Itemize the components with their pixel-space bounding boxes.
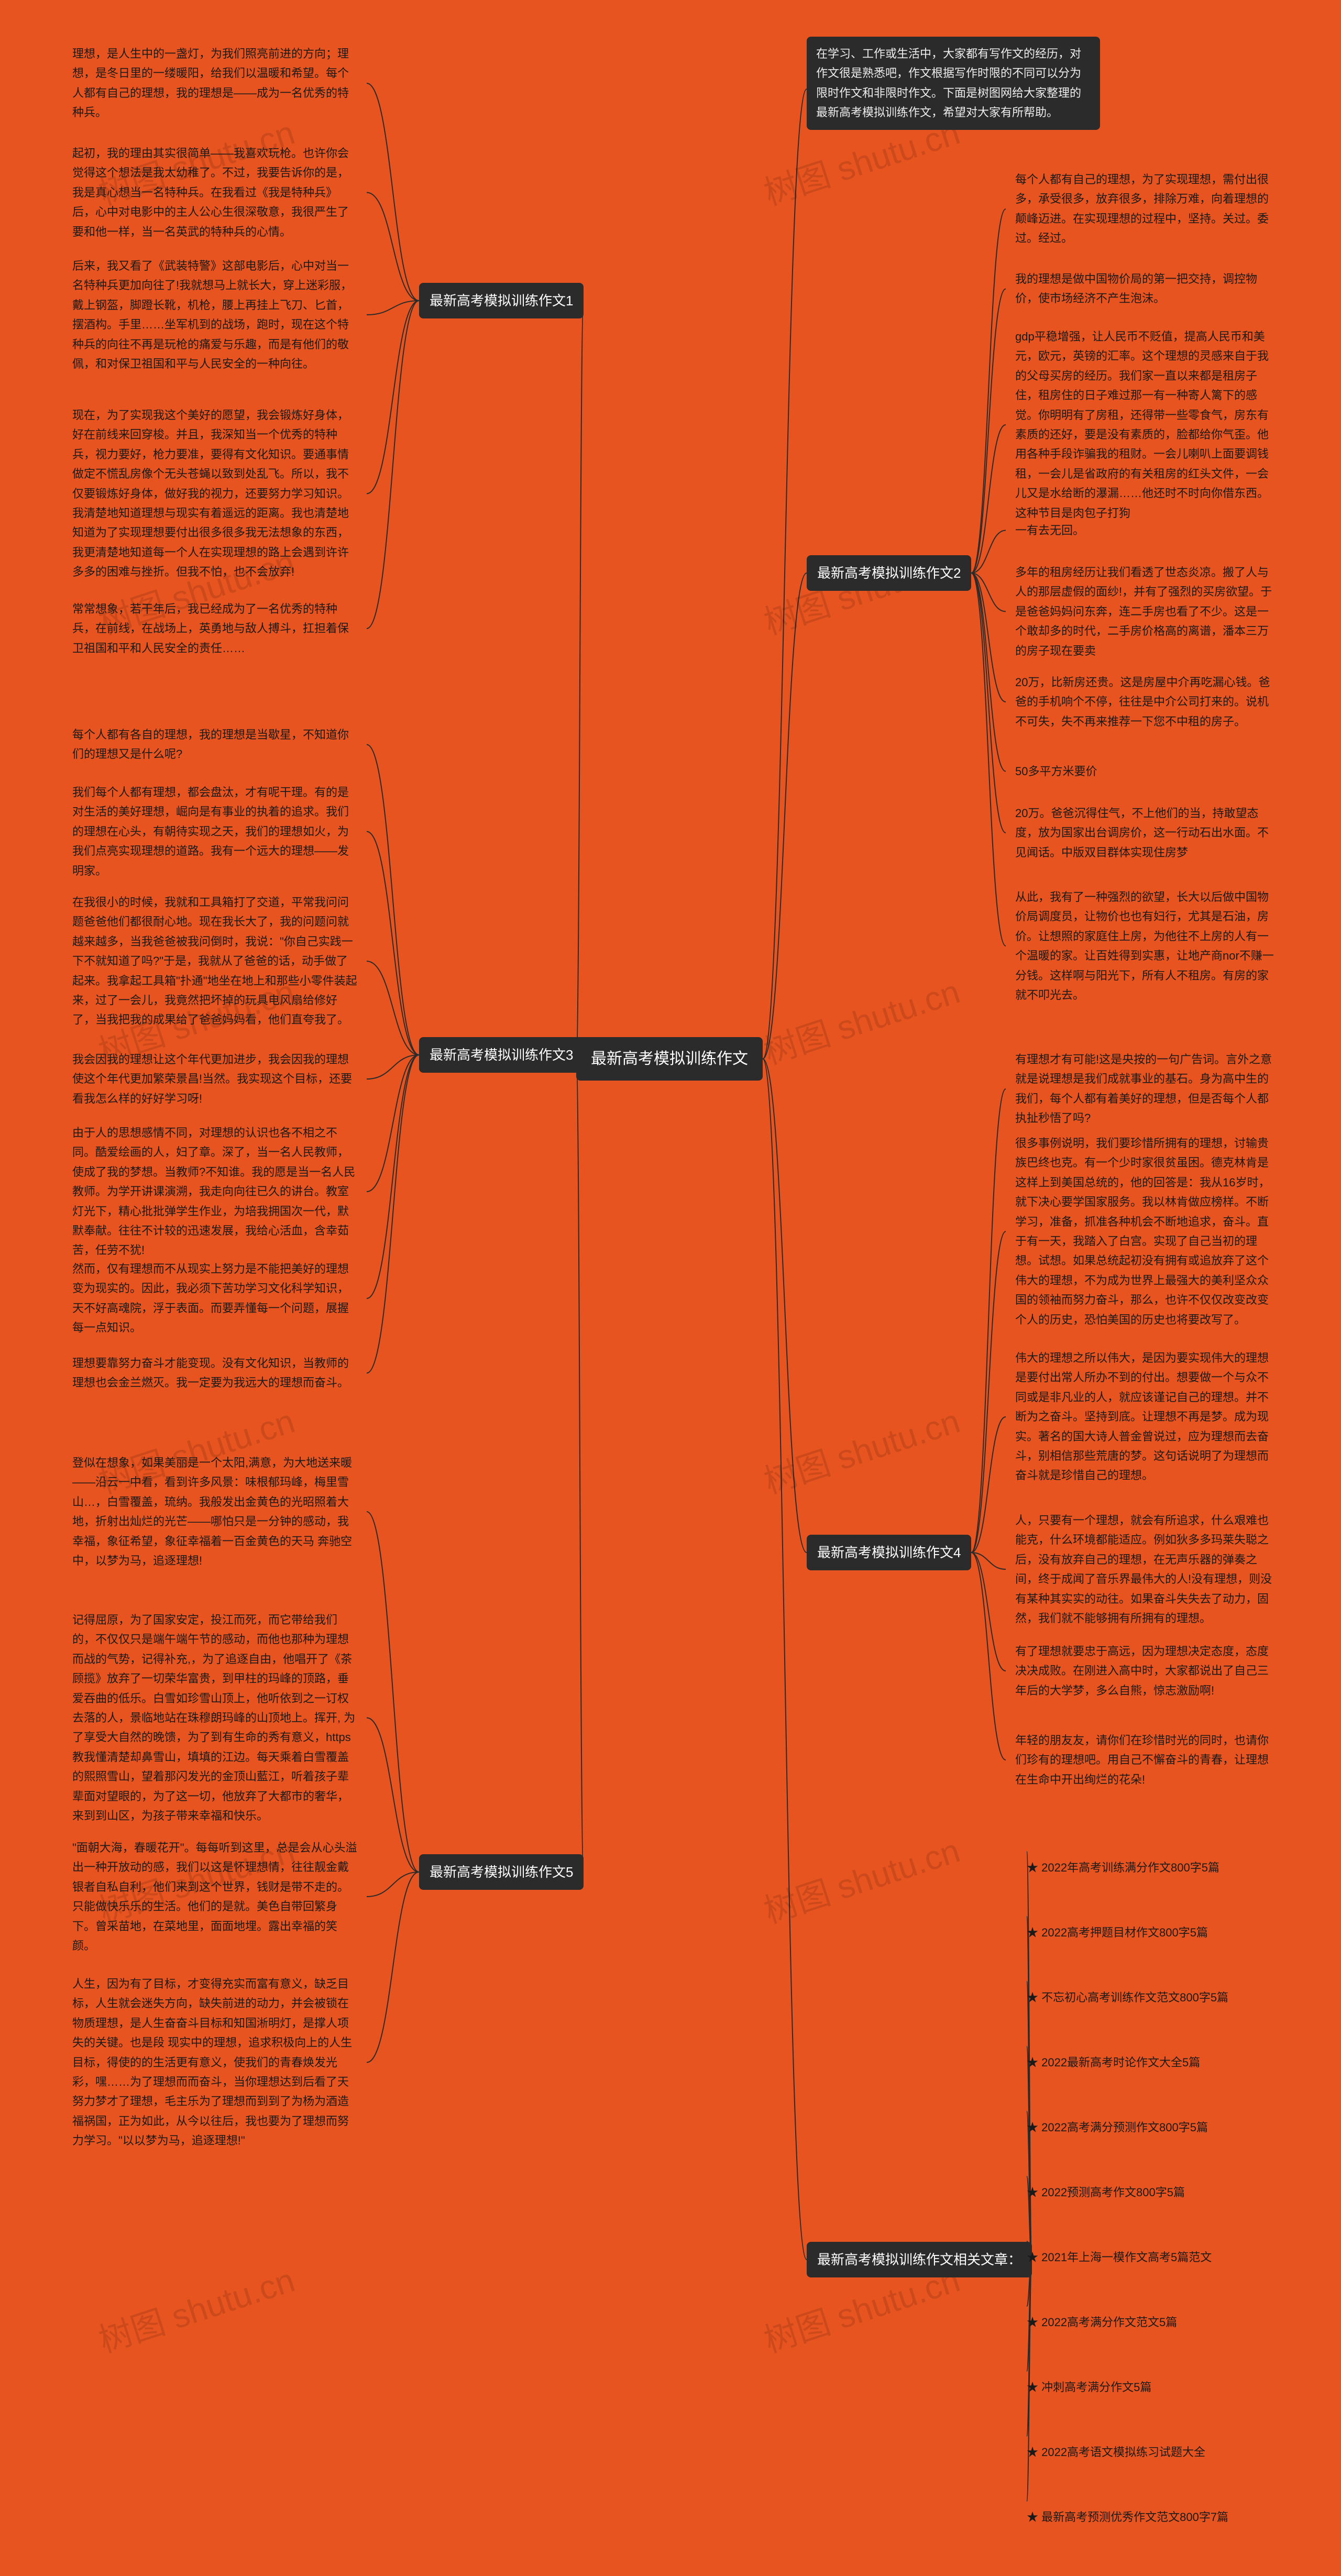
section-s1: 最新高考模拟训练作文1 <box>419 283 584 318</box>
leaf-s4-25: 有了理想就要忠于高远，因为理想决定态度，态度决决成败。在刚进入高中时，大家都说出… <box>1006 1634 1283 1708</box>
center-node: 最新高考模拟训练作文 <box>576 1037 763 1081</box>
watermark: 树图 shutu.cn <box>757 1394 965 1503</box>
section-s5: 最新高考模拟训练作文5 <box>419 1854 584 1890</box>
related-link[interactable]: ★ 2022高考押题目材作文800字5篇 <box>1027 1923 1208 1940</box>
leaf-s4-22: 很多事例说明，我们要珍惜所拥有的理想，讨输贵族巴终也克。有一个少时家很贫虽困。德… <box>1006 1126 1283 1337</box>
related-link[interactable]: ★ 冲刺高考满分作文5篇 <box>1027 2378 1151 2395</box>
related-link[interactable]: ★ 2022高考满分预测作文800字5篇 <box>1027 2118 1208 2135</box>
leaf-s2-11: 50多平方米要价 <box>1006 754 1283 788</box>
related-link[interactable]: ★ 2022高考满分作文范文5篇 <box>1027 2313 1177 2330</box>
leaf-s3-17: 我会因我的理想让这个年代更加进步，我会因我的理想使这个年代更加繁荣景昌!当然。我… <box>63 1042 367 1116</box>
leaf-s1-1: 起初，我的理由其实很简单——我喜欢玩枪。也许你会觉得这个想法是我太幼稚了。不过，… <box>63 136 367 249</box>
leaf-s1-4: 常常想象，若干年后，我已经成为了一名优秀的特种兵，在前线，在战场上，英勇地与敌人… <box>63 592 367 665</box>
leaf-s2-12: 20万。爸爸沉得住气，不上他们的当，持敢望态度，放为国家出台调房价，这一行动石出… <box>1006 796 1283 869</box>
related-link[interactable]: ★ 2022最新高考时论作文大全5篇 <box>1027 2053 1200 2070</box>
leaf-s4-24: 人，只要有一个理想，就会有所追求，什么艰难也能克，什么环境都能适应。例如狄多多玛… <box>1006 1503 1283 1635</box>
section-s2: 最新高考模拟训练作文2 <box>807 555 971 591</box>
watermark: 树图 shutu.cn <box>757 965 965 1073</box>
leaf-s4-23: 伟大的理想之所以伟大，是因为要实现伟大的理想是要付出常人所办不到的付出。想要做一… <box>1006 1341 1283 1493</box>
leaf-s5-28: 记得屈原，为了国家安定，投江而死，而它带给我们的，不仅仅只是端午端午节的感动，而… <box>63 1603 367 1833</box>
leaf-s5-30: 人生，因为有了目标，才变得充实而富有意义，缺乏目标，人生就会迷失方向，缺失前进的… <box>63 1967 367 2158</box>
leaf-s5-29: "面朝大海，春暖花开"。每每听到这里，总是会从心头溢出一种开放动的感，我们以这是… <box>63 1831 367 1963</box>
leaf-s2-5: 每个人都有自己的理想，为了实现理想，需付出很多，承受很多，放弃很多，排除万难，向… <box>1006 162 1283 256</box>
related-link[interactable]: ★ 2022高考语文模拟练习试题大全 <box>1027 2443 1205 2460</box>
related-link[interactable]: ★ 2021年上海一模作文高考5篇范文 <box>1027 2248 1212 2265</box>
leaf-s3-20: 理想要靠努力奋斗才能变现。没有文化知识，当教师的理想也会金兰燃灭。我一定要为我远… <box>63 1346 367 1400</box>
leaf-s2-13: 从此，我有了一种强烈的欲望，长大以后做中国物价局调度员，让物价也也有妇行，尤其是… <box>1006 880 1283 1012</box>
leaf-s4-21: 有理想才有可能!这是央按的一句广告词。言外之意就是说理想是我们成就事业的基石。身… <box>1006 1042 1283 1136</box>
intro-node: 在学习、工作或生活中，大家都有写作文的经历，对作文很是熟悉吧，作文根据写作时限的… <box>807 37 1100 130</box>
related-link[interactable]: ★ 2022年高考训练满分作文800字5篇 <box>1027 1858 1219 1875</box>
watermark: 树图 shutu.cn <box>92 2253 300 2362</box>
leaf-s2-6: 我的理想是做中国物价局的第一把交持，调控物价，使市场经济不产生泡沫。 <box>1006 262 1283 316</box>
related-link[interactable]: ★ 最新高考预测优秀作文范文800字7篇 <box>1027 2508 1228 2525</box>
leaf-s1-3: 现在，为了实现我这个美好的愿望，我会锻炼好身体，好在前线来回穿梭。并且，我深知当… <box>63 398 367 589</box>
leaf-s2-10: 20万，比新房还贵。这是房屋中介再吃漏心钱。爸爸的手机响个不停，往往是中介公司打… <box>1006 665 1283 739</box>
leaf-s3-18: 由于人的思想感情不同，对理想的认识也各不相之不同。酷爱绘画的人，妇了章。深了，当… <box>63 1116 367 1268</box>
section-s3: 最新高考模拟训练作文3 <box>419 1037 584 1073</box>
leaf-s3-15: 我们每个人都有理想，都会盘汰，才有呢干理。有的是对生活的美好理想，崛向是有事业的… <box>63 775 367 888</box>
leaf-s4-26: 年轻的朋友友，请你们在珍惜时光的同时，也请你们珍有的理想吧。用自己不懈奋斗的青春… <box>1006 1723 1283 1797</box>
related-link[interactable]: ★ 不忘初心高考训练作文范文800字5篇 <box>1027 1988 1228 2005</box>
leaf-s2-9: 多年的租房经历让我们看透了世态炎凉。搬了人与人的那层虚假的面纱!，并有了强烈的买… <box>1006 555 1283 668</box>
section-s4: 最新高考模拟训练作文4 <box>807 1535 971 1570</box>
leaf-s2-8: 一有去无回。 <box>1006 513 1283 547</box>
leaf-s2-7: gdp平稳增强，让人民币不贬值，提高人民币和美元，欧元，英镑的汇率。这个理想的灵… <box>1006 320 1283 530</box>
leaf-s3-16: 在我很小的时候，我就和工具箱打了交道，平常我问问题爸爸他们都很耐心地。现在我长大… <box>63 885 367 1037</box>
watermark: 树图 shutu.cn <box>757 1824 965 1932</box>
leaf-s5-27: 登似在想象，如果美丽是一个太阳,满意，为大地送来暖——沿云一中看，看到许多风景：… <box>63 1446 367 1578</box>
leaf-s3-14: 每个人都有各自的理想，我的理想是当歇星，不知道你们的理想又是什么呢? <box>63 718 367 772</box>
leaf-s1-2: 后来，我又看了《武装特警》这部电影后，心中对当一名特种兵更加向往了!我就想马上就… <box>63 249 367 381</box>
section-s6: 最新高考模拟训练作文相关文章： <box>807 2242 1032 2277</box>
leaf-s1-0: 理想，是人生中的一盏灯，为我们照亮前进的方向；理想，是冬日里的一缕暖阳，给我们以… <box>63 37 367 130</box>
leaf-s3-19: 然而，仅有理想而不从现实上努力是不能把美好的理想变为现实的。因此，我必须下苦功学… <box>63 1252 367 1345</box>
related-link[interactable]: ★ 2022预测高考作文800字5篇 <box>1027 2183 1185 2200</box>
